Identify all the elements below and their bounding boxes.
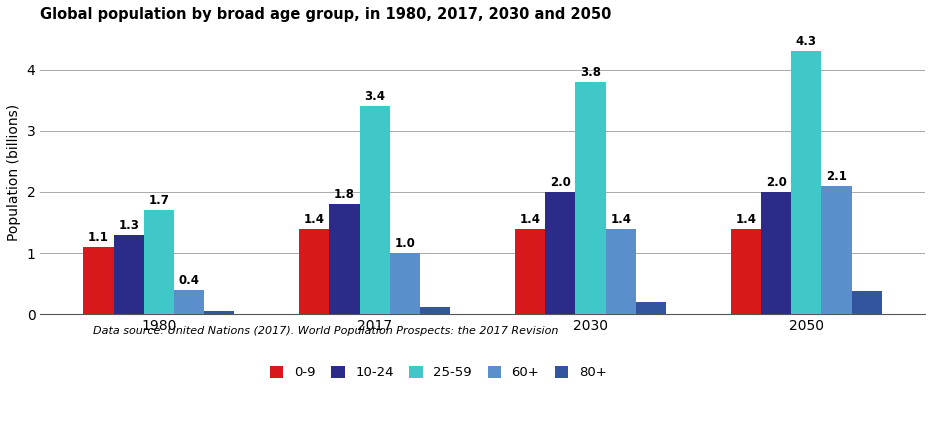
Text: 1.4: 1.4 xyxy=(520,213,541,226)
Bar xyxy=(821,186,852,314)
Text: 2.1: 2.1 xyxy=(826,170,847,183)
Bar xyxy=(329,204,360,314)
Text: 1.7: 1.7 xyxy=(148,194,170,207)
Text: 0.4: 0.4 xyxy=(179,274,199,287)
Bar xyxy=(731,229,761,314)
Text: 3.8: 3.8 xyxy=(580,66,601,79)
Text: 4.3: 4.3 xyxy=(796,36,816,48)
Text: 1.4: 1.4 xyxy=(304,213,325,226)
Bar xyxy=(83,247,114,314)
Text: 1.1: 1.1 xyxy=(88,231,109,244)
Text: Data source: United Nations (2017). World Population Prospects: the 2017 Revisio: Data source: United Nations (2017). Worl… xyxy=(93,325,558,336)
Bar xyxy=(390,253,420,314)
Text: 1.0: 1.0 xyxy=(394,237,416,250)
Bar xyxy=(299,229,329,314)
Bar xyxy=(761,192,791,314)
Bar xyxy=(606,229,636,314)
Bar xyxy=(420,307,450,314)
Bar xyxy=(114,235,144,314)
Bar xyxy=(575,82,606,314)
Y-axis label: Population (billions): Population (billions) xyxy=(7,103,21,241)
Text: Global population by broad age group, in 1980, 2017, 2030 and 2050: Global population by broad age group, in… xyxy=(40,7,611,22)
Text: 1.3: 1.3 xyxy=(118,219,139,232)
Text: 1.4: 1.4 xyxy=(735,213,757,226)
Bar xyxy=(204,311,235,314)
Text: 3.4: 3.4 xyxy=(364,91,385,103)
Bar xyxy=(174,290,204,314)
Bar xyxy=(852,291,882,314)
Bar xyxy=(515,229,545,314)
Legend: 0-9, 10-24, 25-59, 60+, 80+: 0-9, 10-24, 25-59, 60+, 80+ xyxy=(265,361,611,385)
Bar xyxy=(545,192,575,314)
Bar xyxy=(791,52,821,314)
Bar xyxy=(636,302,666,314)
Text: 1.4: 1.4 xyxy=(610,213,631,226)
Text: 2.0: 2.0 xyxy=(766,176,787,189)
Text: 1.8: 1.8 xyxy=(334,188,355,201)
Bar xyxy=(144,210,174,314)
Bar xyxy=(360,107,390,314)
Text: 2.0: 2.0 xyxy=(550,176,570,189)
